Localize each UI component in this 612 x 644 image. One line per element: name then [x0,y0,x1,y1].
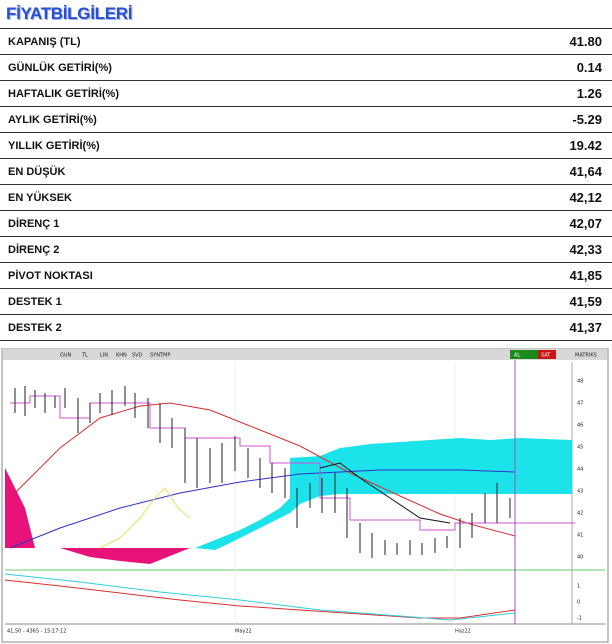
toolbar-label: GUN [60,353,72,359]
table-row: DESTEK 1 41,59 [0,288,612,315]
value-cell: 42,07 [450,210,612,237]
cloud [195,498,290,550]
toolbar-label: SAT [541,353,551,359]
toolbar-label: SYNTMP [150,353,170,359]
table-row: YILLIK GETİRİ(%) 19.42 [0,132,612,159]
value-cell: 41,85 [450,262,612,289]
label-cell: YILLIK GETİRİ(%) [0,132,451,159]
value-cell: 19.42 [450,132,612,159]
value-cell: 42,33 [450,236,612,263]
table-row: DİRENÇ 2 42,33 [0,236,612,263]
label-cell: DİRENÇ 2 [0,236,451,263]
price-bars [14,386,511,558]
value-cell: -5.29 [450,106,612,133]
axis-label: 0 [577,600,580,606]
cloud-negative [5,468,35,548]
toolbar [3,349,607,360]
toolbar-button [510,350,538,359]
value-cell: 42,12 [450,184,612,211]
toolbar-label: AL [514,353,520,359]
indicator-line [4,579,516,619]
toolbar-label: TL [81,353,88,359]
label-cell: AYLIK GETİRİ(%) [0,106,451,133]
x-label: Haz22 [455,629,471,635]
chart-image: GUN TL LIN KHN SVD SYNTMP AL SAT MATRIKS 48 47 46 45… [1,348,609,643]
label-cell: KAPANIŞ (TL) [0,28,451,55]
axis-label: 42 [577,511,583,517]
table-row: GÜNLÜK GETİRİ(%) 0.14 [0,54,612,81]
line [99,487,191,549]
label-cell: PİVOT NOKTASI [0,262,451,289]
x-label: May22 [235,629,252,635]
cloud-negative [60,548,190,564]
value-cell: 41,37 [450,314,612,341]
label-cell: DİRENÇ 1 [0,210,451,237]
axis-label: 41 [577,533,583,539]
value-cell: 1.26 [450,80,612,107]
cloud [290,438,572,513]
line [9,469,516,549]
axis-label: 48 [577,379,583,385]
toolbar-button [538,350,556,359]
label-cell: DESTEK 2 [0,314,451,341]
axis-label: 47 [577,401,583,407]
table-row: EN YÜKSEK 42,12 [0,184,612,211]
line [9,402,516,537]
table-row: HAFTALIK GETİRİ(%) 1.26 [0,80,612,107]
toolbar-label: MATRIKS [575,353,597,359]
axis-label: 1 [577,584,580,590]
axis-label: 44 [577,467,583,473]
indicator-line [4,573,516,621]
line [10,395,575,531]
status-text: 41,50 - 4365 - 15:17:12 [7,629,66,635]
price-table: KAPANIŞ (TL) 41.80 GÜNLÜK GETİRİ(%) 0.14 HAF… [0,28,612,341]
axis-label: 43 [577,489,583,495]
toolbar-label: LIN [100,353,108,359]
page-title: FİYATBİLGİLERİ [6,4,133,23]
line [319,462,451,524]
label-cell: EN DÜŞÜK [0,158,451,185]
table-row: AYLIK GETİRİ(%) -5.29 [0,106,612,133]
table-row: KAPANIŞ (TL) 41.80 [0,28,612,55]
label-cell: HAFTALIK GETİRİ(%) [0,80,451,107]
table-row: PİVOT NOKTASI 41,85 [0,262,612,289]
table-row: EN DÜŞÜK 41,64 [0,158,612,185]
label-cell: EN YÜKSEK [0,184,451,211]
value-cell: 41.80 [450,28,612,55]
axis-label: 46 [577,423,583,429]
value-cell: 0.14 [450,54,612,81]
toolbar-label: SVD [132,353,143,359]
value-cell: 41,64 [450,158,612,185]
table-row: DESTEK 2 41,37 [0,314,612,341]
table-row: DİRENÇ 1 42,07 [0,210,612,237]
label-cell: DESTEK 1 [0,288,451,315]
axis-label: 40 [577,555,583,561]
toolbar-label: KHN [116,353,127,359]
axis-label: -1 [577,616,582,622]
value-cell: 41,59 [450,288,612,315]
label-cell: GÜNLÜK GETİRİ(%) [0,54,451,81]
axis-label: 45 [577,445,583,451]
